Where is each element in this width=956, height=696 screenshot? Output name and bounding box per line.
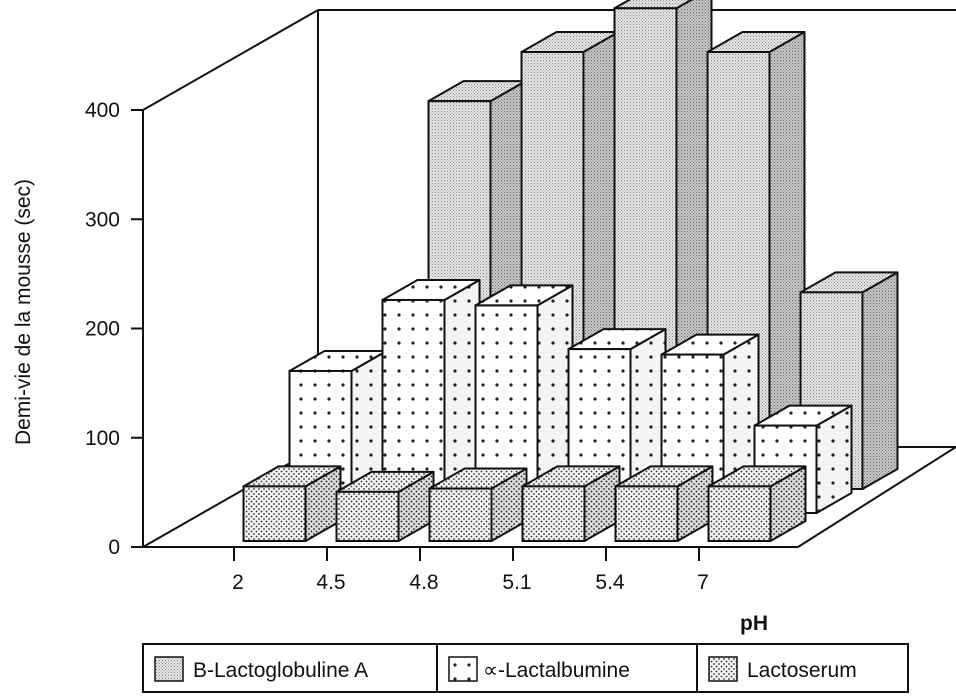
legend-swatch	[448, 656, 478, 682]
x-axis-ticks: 2 4.5 4.8 5.1 5.4 7	[232, 547, 709, 594]
legend-swatch	[708, 656, 738, 682]
bars	[242, 0, 899, 542]
legend-swatch	[154, 656, 184, 682]
y-tick-label: 200	[85, 318, 120, 341]
bar-side	[861, 271, 899, 490]
y-tick-label: 0	[108, 536, 120, 559]
legend: B-Lactoglobuline A ∝-Lactalbumine Lactos…	[142, 643, 909, 693]
x-tick-label: 4.8	[409, 571, 438, 594]
x-tick-label: 2	[232, 571, 244, 594]
bar-front	[614, 485, 679, 542]
legend-item-lactoserum: Lactoserum	[708, 656, 857, 682]
y-axis-ticks: 0 100 200 300 400	[85, 99, 143, 559]
bar	[614, 465, 714, 542]
legend-label: B-Lactoglobuline A	[193, 659, 368, 682]
y-tick-label: 300	[85, 208, 120, 231]
x-tick-label: 5.4	[595, 571, 625, 594]
bar-front	[707, 485, 772, 542]
legend-item-b-lactoglobuline: B-Lactoglobuline A	[154, 656, 368, 682]
x-tick-label: 5.1	[502, 571, 531, 594]
legend-item-lactalbumine: ∝-Lactalbumine	[448, 656, 630, 682]
bar	[521, 465, 621, 542]
bar	[707, 465, 807, 542]
x-tick-label: 7	[697, 571, 709, 594]
bar	[335, 470, 435, 542]
bar-front	[521, 485, 586, 542]
x-tick-label: 4.5	[316, 571, 345, 594]
x-axis-label: pH	[740, 612, 768, 635]
bar	[242, 465, 342, 542]
y-axis-label: Demi-vie de la mousse (sec)	[12, 179, 35, 445]
legend-label: Lactoserum	[747, 659, 857, 682]
bar	[428, 467, 528, 542]
bar-front	[335, 490, 400, 542]
bar-front	[242, 485, 307, 542]
y-tick-label: 100	[85, 427, 120, 450]
legend-label: ∝-Lactalbumine	[483, 659, 630, 682]
y-tick-label: 400	[85, 99, 120, 122]
bar-front	[428, 487, 493, 542]
legend-box	[142, 643, 909, 693]
